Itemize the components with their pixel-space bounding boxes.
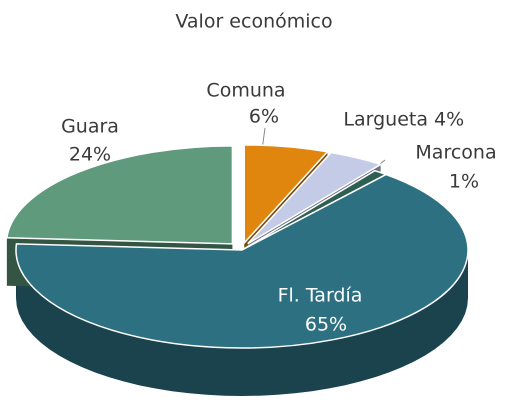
value-label: 6% — [249, 106, 279, 128]
chart-title: Valor económico — [175, 11, 332, 33]
slice-side — [16, 250, 468, 396]
value-label: 1% — [449, 171, 479, 193]
value-label: 24% — [69, 144, 111, 166]
category-label: Fl. Tardía — [278, 285, 363, 307]
category-label: Largueta — [343, 109, 428, 131]
category-label: Guara — [61, 116, 119, 138]
slice — [15, 173, 469, 349]
slice — [5, 145, 234, 245]
slice — [247, 151, 383, 245]
category-label: Comuna — [206, 80, 285, 102]
value-label: 65% — [305, 314, 347, 336]
slice — [243, 144, 329, 245]
category-label: Marcona — [415, 142, 496, 164]
value-label: 4% — [434, 109, 464, 131]
slice-tops — [5, 144, 469, 349]
